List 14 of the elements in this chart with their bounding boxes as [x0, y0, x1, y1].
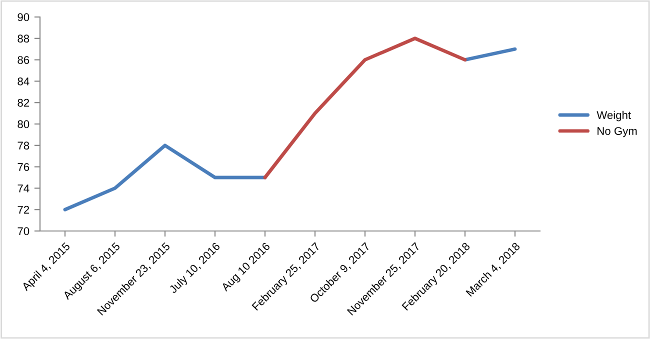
line-series	[263, 36, 467, 180]
y-tick-label: 86	[18, 56, 30, 64]
legend-label: No Gym	[598, 127, 637, 138]
legend-label: Weight	[596, 110, 631, 122]
y-tick-label: 76	[18, 163, 30, 171]
y-tick-label: 90	[18, 13, 30, 22]
y-tick-label: 84	[18, 77, 30, 86]
y-tick-label: 82	[18, 98, 30, 107]
y-tick-label: 74	[18, 184, 30, 192]
y-tick-label: 72	[18, 206, 30, 214]
y-tick-label: 80	[18, 120, 30, 128]
y-tick-label: 78	[18, 142, 30, 150]
y-tick-label: 70	[18, 227, 30, 236]
y-tick-label: 88	[18, 34, 30, 43]
